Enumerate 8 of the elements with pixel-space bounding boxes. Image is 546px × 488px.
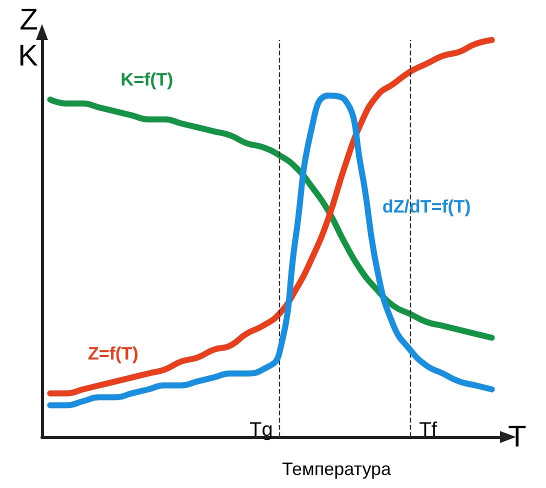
- y-axis-title: Z K: [18, 4, 38, 72]
- annotation: Tg: [250, 419, 273, 441]
- series-label: K=f(T): [120, 70, 174, 90]
- annotation: Tf: [419, 419, 438, 441]
- series-label: Z=f(T): [88, 344, 138, 364]
- text: Температура: [282, 459, 392, 479]
- series-label: dZ/dT=f(T): [382, 196, 471, 217]
- x-axis-title: T: [508, 420, 526, 454]
